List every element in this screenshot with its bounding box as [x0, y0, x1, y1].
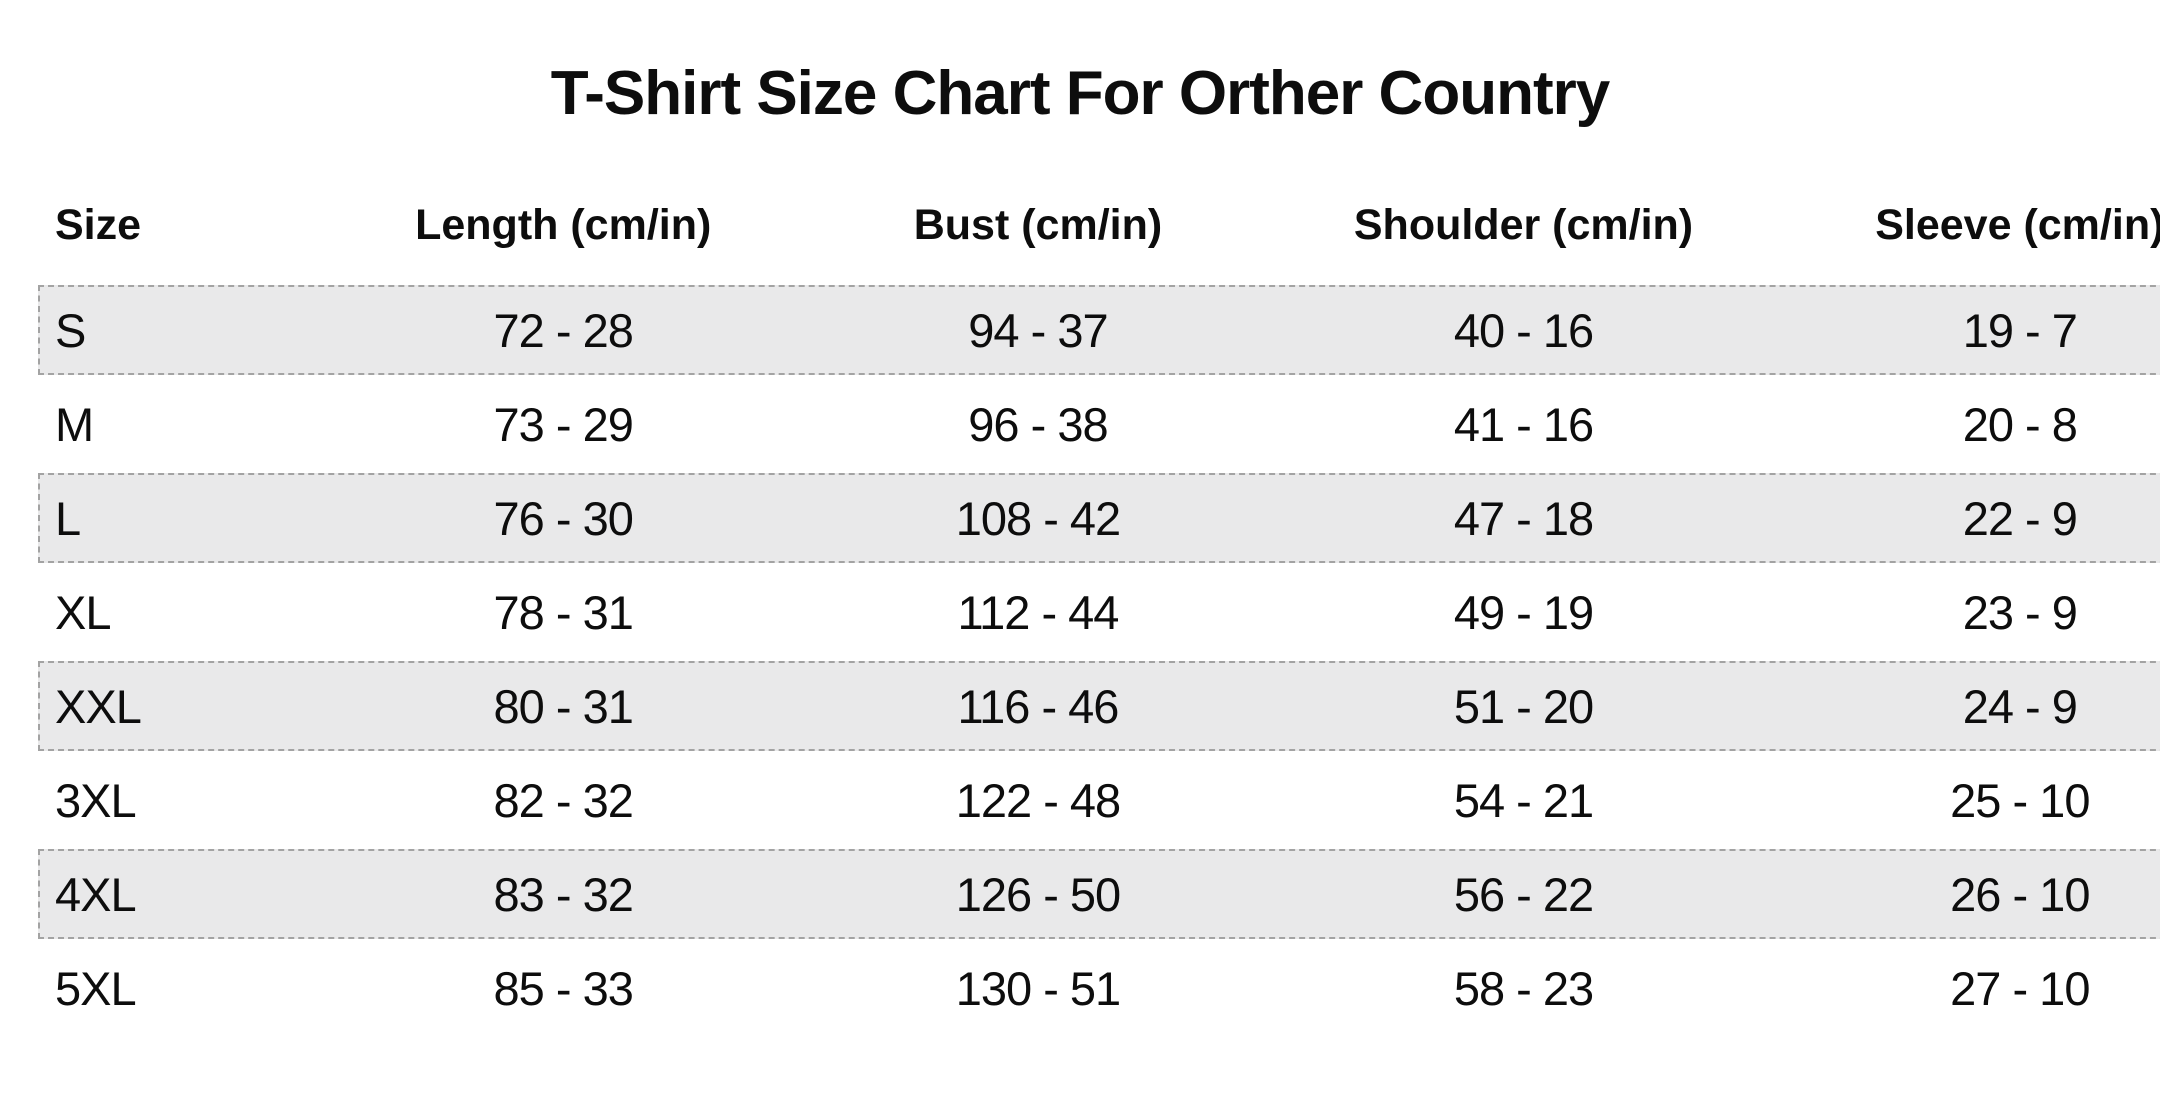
cell-shoulder: 40 - 16	[1453, 303, 1594, 357]
cell-bust: 96 - 38	[968, 397, 1108, 451]
table-row-m: M 73 - 29 96 - 38 41 - 16 20 - 8	[0, 377, 2160, 471]
page-title: T-Shirt Size Chart For Orther Country	[550, 59, 1610, 128]
column-header-size: Size	[55, 200, 142, 249]
column-header-sleeve: Sleeve (cm/in)	[1875, 200, 2160, 249]
column-header-length: Length (cm/in)	[415, 200, 712, 249]
cell-shoulder: 54 - 21	[1453, 773, 1594, 827]
cell-size: S	[55, 303, 86, 357]
table-row-s: S 72 - 28 94 - 37 40 - 16 19 - 7	[0, 283, 2160, 377]
cell-length: 72 - 28	[493, 303, 634, 357]
cell-length: 82 - 32	[493, 773, 634, 827]
cell-sleeve: 22 - 9	[1962, 491, 2078, 545]
cell-length: 85 - 33	[493, 961, 634, 1015]
cell-length: 73 - 29	[493, 397, 634, 451]
cell-sleeve: 19 - 7	[1962, 303, 2078, 357]
cell-bust: 126 - 50	[955, 867, 1121, 921]
table-row-xxl: XXL 80 - 31 116 - 46 51 - 20 24 - 9	[0, 659, 2160, 753]
cell-sleeve: 23 - 9	[1962, 585, 2078, 639]
cell-bust: 108 - 42	[955, 491, 1121, 545]
cell-bust: 122 - 48	[955, 773, 1121, 827]
size-table: Size Length (cm/in) Bust (cm/in) Shoulde…	[0, 177, 2160, 1035]
table-row-l: L 76 - 30 108 - 42 47 - 18 22 - 9	[0, 471, 2160, 565]
cell-shoulder: 41 - 16	[1453, 397, 1594, 451]
cell-sleeve: 20 - 8	[1962, 397, 2078, 451]
cell-size: 5XL	[55, 961, 137, 1015]
cell-bust: 112 - 44	[957, 585, 1119, 639]
cell-shoulder: 49 - 19	[1453, 585, 1594, 639]
cell-shoulder: 58 - 23	[1453, 961, 1594, 1015]
column-header-bust: Bust (cm/in)	[913, 200, 1163, 249]
cell-sleeve: 27 - 10	[1950, 961, 2090, 1015]
cell-bust: 116 - 46	[957, 679, 1119, 733]
cell-length: 80 - 31	[493, 679, 634, 733]
cell-bust: 94 - 37	[968, 303, 1108, 357]
cell-size: XXL	[55, 679, 142, 733]
cell-size: XL	[55, 585, 112, 639]
cell-length: 76 - 30	[493, 491, 634, 545]
cell-length: 78 - 31	[493, 585, 634, 639]
cell-size: L	[55, 491, 81, 545]
table-row-xl: XL 78 - 31 112 - 44 49 - 19 23 - 9	[0, 565, 2160, 659]
cell-shoulder: 47 - 18	[1453, 491, 1594, 545]
cell-shoulder: 56 - 22	[1453, 867, 1594, 921]
table-row-3xl: 3XL 82 - 32 122 - 48 54 - 21 25 - 10	[0, 753, 2160, 847]
cell-size: M	[55, 397, 94, 451]
cell-bust: 130 - 51	[955, 961, 1121, 1015]
cell-sleeve: 24 - 9	[1962, 679, 2078, 733]
cell-shoulder: 51 - 20	[1453, 679, 1594, 733]
cell-sleeve: 26 - 10	[1950, 867, 2090, 921]
table-row-5xl: 5XL 85 - 33 130 - 51 58 - 23 27 - 10	[0, 941, 2160, 1035]
cell-size: 4XL	[55, 867, 137, 921]
column-header-shoulder: Shoulder (cm/in)	[1353, 200, 1694, 249]
cell-sleeve: 25 - 10	[1950, 773, 2090, 827]
table-row-4xl: 4XL 83 - 32 126 - 50 56 - 22 26 - 10	[0, 847, 2160, 941]
cell-size: 3XL	[55, 773, 137, 827]
table-header-row: Size Length (cm/in) Bust (cm/in) Shoulde…	[0, 177, 2160, 273]
cell-length: 83 - 32	[493, 867, 634, 921]
